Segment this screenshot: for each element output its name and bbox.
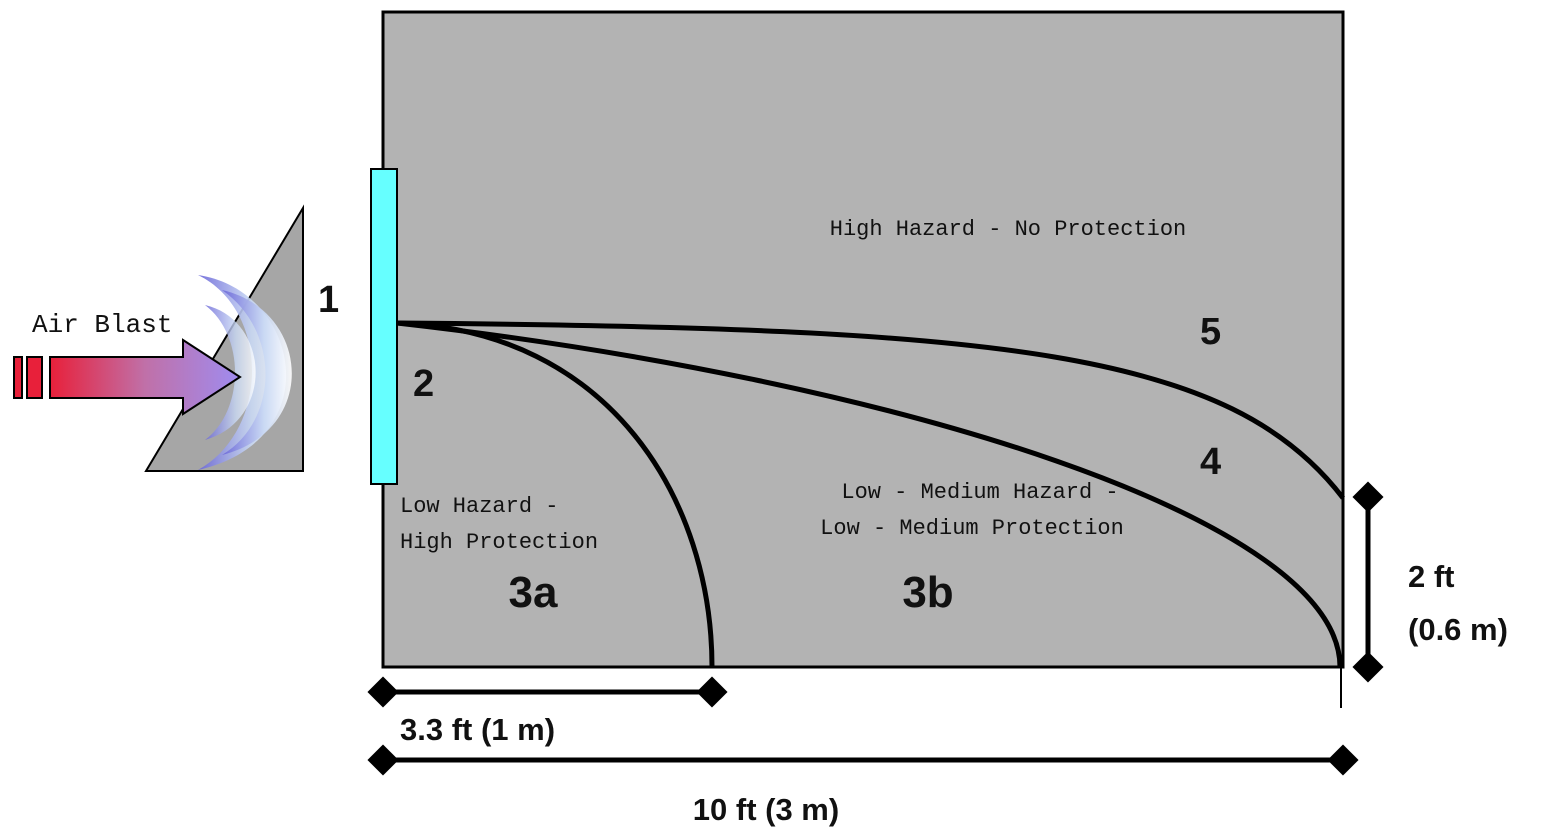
marker: 3b bbox=[902, 568, 953, 617]
dimension-label: 2 ft bbox=[1408, 559, 1455, 594]
blast-arrow bbox=[13, 338, 242, 416]
curve-5 bbox=[396, 320, 1345, 500]
marker: 4 bbox=[1200, 441, 1221, 483]
room bbox=[381, 10, 1345, 669]
marker: 3a bbox=[509, 568, 558, 617]
blast-waves bbox=[198, 275, 292, 470]
marker: 2 bbox=[413, 363, 434, 405]
zone-label: High Protection bbox=[400, 530, 598, 555]
dimension-lines bbox=[367, 481, 1384, 776]
zone-label: Low Hazard - bbox=[400, 494, 558, 519]
window bbox=[370, 168, 398, 485]
blast-label: Air Blast bbox=[32, 310, 172, 340]
dimension-label: 10 ft (3 m) bbox=[693, 792, 839, 827]
marker: 1 bbox=[318, 279, 339, 321]
dimension-label: (0.6 m) bbox=[1408, 612, 1508, 647]
zone-label: Low - Medium Hazard - bbox=[841, 480, 1118, 505]
dimension-label: 3.3 ft (1 m) bbox=[400, 712, 555, 747]
zone-label: High Hazard - No Protection bbox=[830, 217, 1186, 242]
curve-4 bbox=[396, 320, 1343, 668]
hazard-curves bbox=[396, 320, 1345, 668]
zone-label: Low - Medium Protection bbox=[820, 516, 1124, 541]
marker: 5 bbox=[1200, 311, 1221, 353]
